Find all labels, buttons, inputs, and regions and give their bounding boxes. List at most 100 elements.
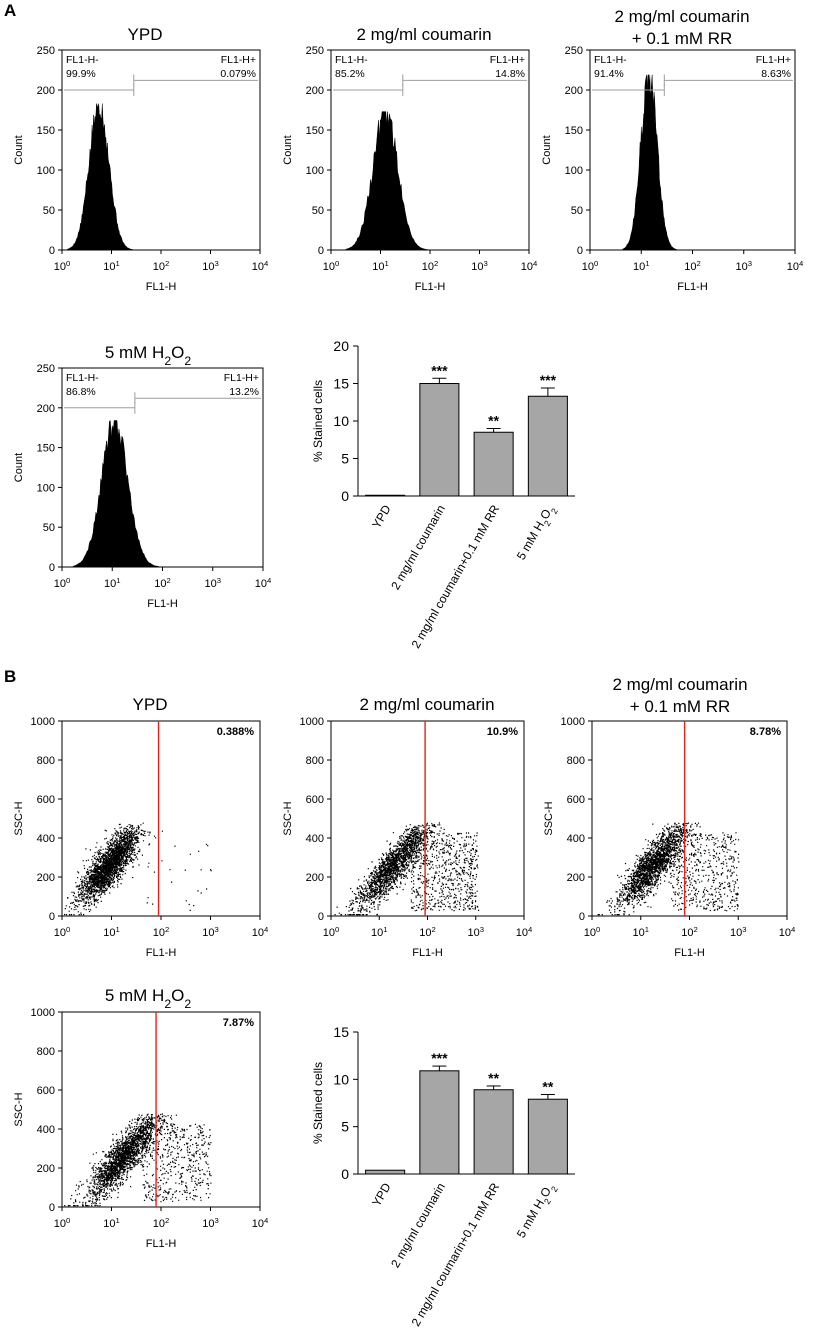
y-tick-label: 5 <box>341 451 349 467</box>
x-tick-label: 104 <box>521 259 538 274</box>
y-axis-label: Count <box>13 453 25 482</box>
x-tick-label: 103 <box>471 259 488 274</box>
y-tick-label: 250 <box>37 45 55 57</box>
y-tick-label: 800 <box>306 755 324 767</box>
panel-b-letter: B <box>4 667 16 686</box>
y-tick-label: 200 <box>306 85 324 97</box>
y-tick-label: 5 <box>341 1119 349 1135</box>
significance-marker: ** <box>542 1078 553 1094</box>
x-tick-label: 100 <box>54 1216 71 1231</box>
histogram-distribution <box>622 74 678 251</box>
x-tick-label: 104 <box>252 925 269 940</box>
x-tick-label: 102 <box>154 576 171 591</box>
y-tick-label: 250 <box>37 363 55 375</box>
x-tick-label: 104 <box>252 259 269 274</box>
bar-chart-A-bar: 0 5 10 15 20 % Stained cells YPD *** 2 mg/ml cou… <box>311 338 575 651</box>
x-tick-label: 101 <box>632 925 649 940</box>
bar <box>527 395 568 497</box>
y-tick-label: 0 <box>579 911 585 923</box>
x-tick-label: 101 <box>633 259 650 274</box>
y-tick-label: 600 <box>306 794 324 806</box>
x-tick-label: 100 <box>54 259 71 274</box>
gate-positive-percent: 8.63% <box>761 68 791 80</box>
x-tick-label: 101 <box>103 259 120 274</box>
chart-title: 2 mg/ml coumarin <box>614 7 749 26</box>
scatter-chart-B-coumarin: 2 mg/ml coumarin 100 101 102 103 104 FL1-H 0 200… <box>282 695 533 959</box>
y-tick-label: 100 <box>306 165 324 177</box>
histogram-chart-A-H2O2: 5 mM H2O2 100 101 102 103 104 FL1-H 0 50 100 150 20… <box>13 343 272 610</box>
x-axis-label: FL1-H <box>147 598 178 610</box>
x-axis-label: FL1-H <box>146 1238 177 1250</box>
y-axis-label: Count <box>282 135 294 164</box>
bar <box>527 1098 568 1175</box>
x-tick-label: 100 <box>582 259 599 274</box>
gate-percent: 0.388% <box>217 726 255 738</box>
gate-positive-label: FL1-H+ <box>490 54 525 66</box>
scatter-dots <box>334 822 480 916</box>
gate-percent: 8.78% <box>750 726 781 738</box>
x-tick-label: 101 <box>103 925 120 940</box>
scatter-dots <box>597 822 740 916</box>
x-axis-label: FL1-H <box>146 947 177 959</box>
y-tick-label: 0 <box>341 1166 349 1182</box>
y-tick-label: 400 <box>37 1124 55 1136</box>
y-tick-label: 0 <box>49 1202 55 1214</box>
x-tick-label: 102 <box>681 925 698 940</box>
y-tick-label: 1000 <box>31 716 55 728</box>
category-label: 2 mg/ml coumarin <box>388 1181 448 1271</box>
x-axis-label: FL1-H <box>146 281 177 293</box>
category-label: 2 mg/ml coumarin <box>388 503 448 593</box>
gate-percent: 10.9% <box>487 726 518 738</box>
gate-negative-percent: 91.4% <box>594 68 624 80</box>
y-axis-label: SSC-H <box>543 801 555 835</box>
y-tick-label: 800 <box>37 755 55 767</box>
x-tick-label: 100 <box>323 925 340 940</box>
y-tick-label: 10 <box>333 1071 349 1087</box>
y-tick-label: 1000 <box>31 1007 55 1019</box>
x-tick-label: 103 <box>202 259 219 274</box>
y-tick-label: 0 <box>318 245 324 257</box>
plot-frame <box>61 1011 261 1208</box>
gate-negative-label: FL1-H- <box>66 372 99 384</box>
histogram-chart-A-coumarin-RR: 2 mg/ml coumarin + 0.1 mM RR 100 101 102 103 1… <box>541 7 804 293</box>
x-axis-label: FL1-H <box>415 281 446 293</box>
gate-negative-percent: 85.2% <box>335 68 365 80</box>
x-tick-label: 103 <box>467 925 484 940</box>
y-tick-label: 250 <box>306 45 324 57</box>
y-tick-label: 1000 <box>300 716 324 728</box>
y-tick-label: 150 <box>37 443 55 455</box>
y-axis-label: Count <box>13 135 25 164</box>
gate-negative-percent: 99.9% <box>66 68 96 80</box>
y-tick-label: 15 <box>333 1024 349 1040</box>
y-tick-label: 800 <box>37 1046 55 1058</box>
histogram-distribution <box>67 103 134 251</box>
category-label: 5 mM H2O2 <box>514 502 560 564</box>
y-tick-label: 0 <box>49 911 55 923</box>
y-tick-label: 100 <box>565 165 583 177</box>
y-tick-label: 0 <box>577 245 583 257</box>
y-tick-label: 0 <box>318 911 324 923</box>
gate-negative-label: FL1-H- <box>66 54 99 66</box>
y-tick-label: 50 <box>43 522 55 534</box>
x-tick-label: 100 <box>323 259 340 274</box>
scatter-points <box>334 822 480 916</box>
x-tick-label: 104 <box>516 925 533 940</box>
scatter-chart-B-H2O2: 5 mM H2O2 100 101 102 103 104 FL1-H 0 200 400 600 8… <box>13 986 269 1250</box>
y-tick-label: 400 <box>306 833 324 845</box>
bar <box>473 1089 514 1175</box>
x-tick-label: 103 <box>202 925 219 940</box>
significance-marker: ** <box>488 1070 499 1086</box>
y-tick-label: 150 <box>37 125 55 137</box>
x-tick-label: 101 <box>104 576 121 591</box>
bar <box>365 1169 406 1175</box>
gate-positive-percent: 14.8% <box>495 68 525 80</box>
x-tick-label: 102 <box>153 1216 170 1231</box>
gate-percent: 7.87% <box>223 1017 254 1029</box>
x-tick-label: 102 <box>153 925 170 940</box>
scatter-points <box>597 822 740 916</box>
gate-positive-percent: 13.2% <box>229 386 259 398</box>
y-tick-label: 200 <box>37 1163 55 1175</box>
scatter-chart-B-YPD: YPD 100 101 102 103 104 FL1-H 0 200 400 600 800 1000… <box>13 695 269 959</box>
x-tick-label: 102 <box>684 259 701 274</box>
